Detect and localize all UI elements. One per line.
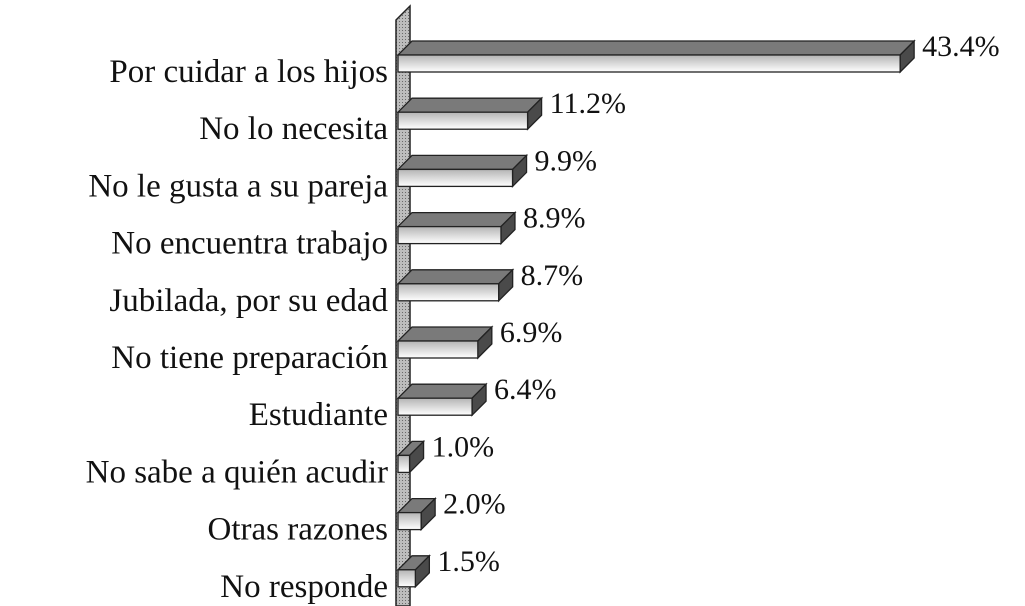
bar bbox=[397, 397, 473, 416]
category-label: Jubilada, por su edad bbox=[109, 283, 388, 319]
value-label: 6.4% bbox=[494, 373, 556, 406]
bar bbox=[397, 111, 529, 130]
bar-top bbox=[396, 326, 494, 342]
value-label: 6.9% bbox=[500, 316, 563, 349]
category-label: Por cuidar a los hijos bbox=[109, 54, 388, 90]
bar bbox=[397, 225, 502, 245]
bar-top bbox=[396, 383, 488, 399]
bar bbox=[397, 168, 514, 188]
value-label: 1.5% bbox=[437, 545, 500, 578]
value-label: 2.0% bbox=[443, 488, 506, 521]
bar bbox=[397, 340, 479, 359]
value-label: 11.2% bbox=[550, 87, 626, 120]
bar-top bbox=[396, 211, 517, 228]
bar bbox=[397, 569, 417, 588]
bar bbox=[397, 511, 422, 531]
value-label: 1.0% bbox=[432, 430, 495, 463]
category-label: No encuentra trabajo bbox=[111, 226, 388, 262]
bar-top bbox=[396, 40, 916, 56]
category-label: Otras razones bbox=[207, 512, 388, 548]
value-label: 8.7% bbox=[521, 259, 584, 292]
bar-top bbox=[396, 97, 544, 113]
bar bbox=[397, 283, 500, 302]
category-label: No le gusta a su pareja bbox=[88, 168, 388, 204]
value-label: 8.9% bbox=[523, 202, 586, 235]
category-label: No sabe a quién acudir bbox=[86, 454, 388, 490]
bar bbox=[397, 54, 901, 73]
category-label: No tiene preparación bbox=[111, 340, 388, 376]
bar-top bbox=[396, 269, 515, 285]
value-label: 43.4% bbox=[922, 30, 1000, 63]
category-label: Estudiante bbox=[249, 397, 388, 433]
category-label: No lo necesita bbox=[199, 111, 388, 147]
bar-top bbox=[396, 154, 529, 171]
category-label: No responde bbox=[220, 569, 388, 605]
value-label: 9.9% bbox=[535, 144, 598, 177]
bar bbox=[397, 454, 411, 474]
